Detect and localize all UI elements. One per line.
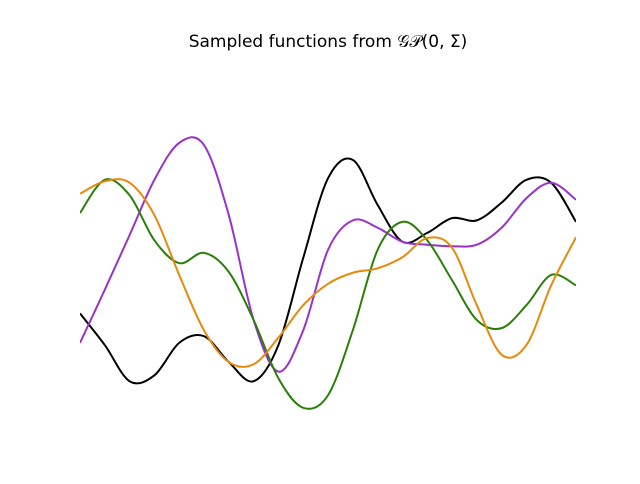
series-line	[80, 157, 576, 385]
series-line	[80, 178, 576, 368]
series-line	[80, 178, 576, 410]
series-line	[80, 136, 576, 373]
chart-title: Sampled functions from 𝒢𝒫(0, Σ)	[189, 32, 468, 52]
